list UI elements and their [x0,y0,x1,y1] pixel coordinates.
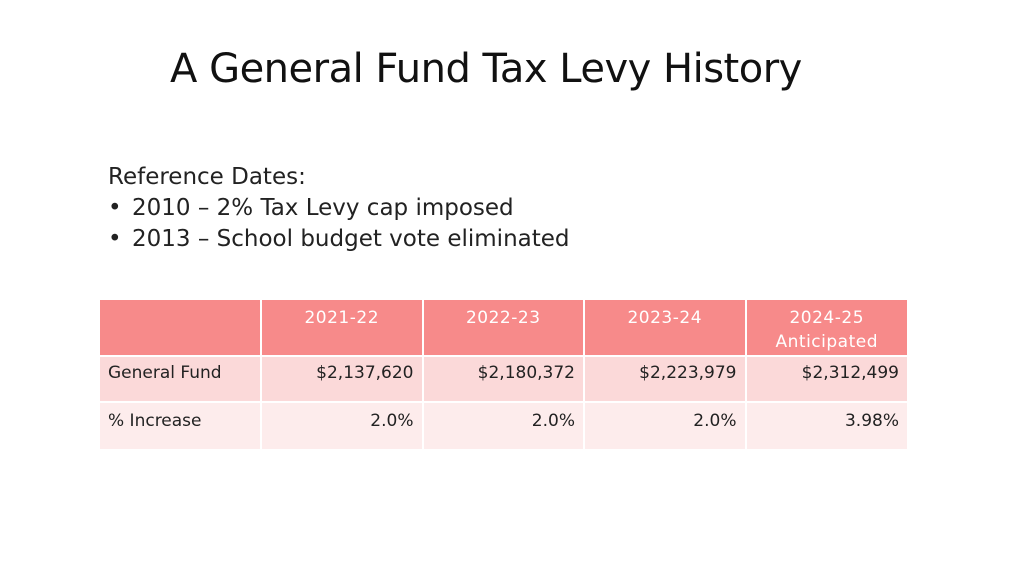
table-row: % Increase 2.0% 2.0% 2.0% 3.98% [100,402,907,451]
reference-item-text: 2010 – 2% Tax Levy cap imposed [132,195,514,221]
table-cell: $2,137,620 [261,356,424,403]
page-title: A General Fund Tax Levy History [170,46,802,92]
header-subtitle: Anticipated [775,332,878,352]
header-cell-empty [100,300,262,357]
table-cell: 3.98% [745,402,907,451]
reference-heading: Reference Dates: [108,164,306,190]
list-item: • 2013 – School budget vote eliminated [108,224,570,255]
reference-list: • 2010 – 2% Tax Levy cap imposed • 2013 … [108,193,570,255]
reference-dates: Reference Dates: • 2010 – 2% Tax Levy ca… [108,162,570,255]
bullet-icon: • [108,195,122,221]
table-cell: 2.0% [422,402,585,451]
table-cell: $2,312,499 [745,356,907,403]
table-cell: $2,180,372 [422,356,585,403]
header-year: 2021-22 [304,308,380,328]
table-header-row: 2021-22 2022-23 2023-24 2024-25 Anticipa… [100,300,907,357]
table-cell: 2.0% [261,402,424,451]
row-label: % Increase [100,402,262,451]
row-label: General Fund [100,356,262,403]
header-year: 2023-24 [627,308,703,328]
tax-levy-table: 2021-22 2022-23 2023-24 2024-25 Anticipa… [100,300,907,451]
table-cell: 2.0% [584,402,747,451]
header-cell: 2023-24 [584,300,747,357]
header-year: 2024-25 [789,308,865,328]
header-year: 2022-23 [465,308,541,328]
table-cell: $2,223,979 [584,356,747,403]
list-item: • 2010 – 2% Tax Levy cap imposed [108,193,570,224]
table-row: General Fund $2,137,620 $2,180,372 $2,22… [100,356,907,403]
bullet-icon: • [108,226,122,252]
header-cell: 2022-23 [422,300,585,357]
reference-item-text: 2013 – School budget vote eliminated [132,226,570,252]
header-cell: 2021-22 [261,300,424,357]
header-cell: 2024-25 Anticipated [745,300,907,357]
